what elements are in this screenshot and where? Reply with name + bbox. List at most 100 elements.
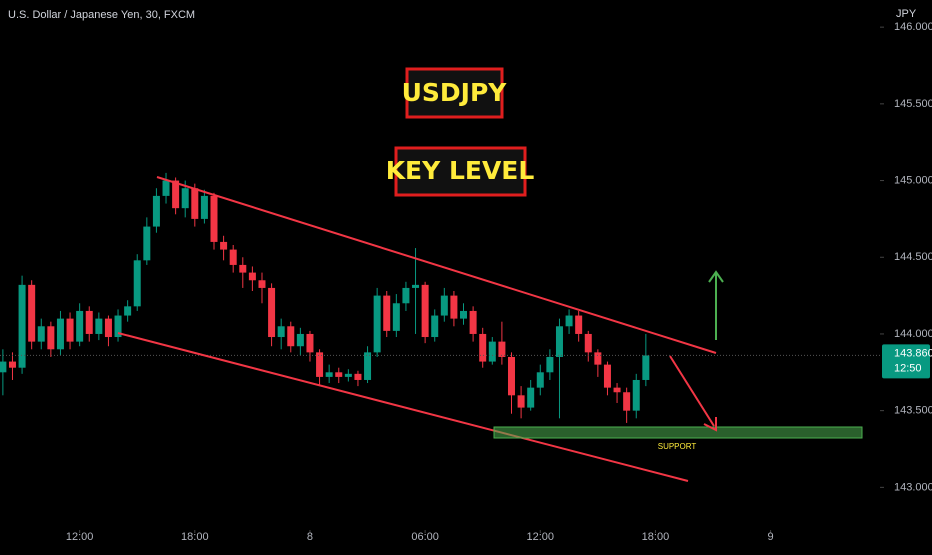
candle-body <box>460 310 468 319</box>
plot: 143.000 143.500 144.000 144.500 145.000 145.5… <box>0 21 932 543</box>
candle-body <box>200 195 208 219</box>
up-arrow-head <box>708 270 724 283</box>
candle-body <box>8 361 16 368</box>
candle-body <box>392 303 400 331</box>
candle-body <box>124 306 132 316</box>
candle-body <box>603 364 611 388</box>
candle-body <box>584 333 592 353</box>
candle-body <box>623 392 631 411</box>
candle-body <box>66 318 74 342</box>
candle-body <box>354 373 362 380</box>
currency-label: JPY <box>896 8 917 20</box>
y-tick-label: 143.500 <box>894 405 932 417</box>
candle-body <box>613 387 621 393</box>
candle-body <box>85 310 93 334</box>
y-tick-label: 145.000 <box>894 174 932 186</box>
candle-body <box>555 326 563 357</box>
candle-body <box>18 284 26 368</box>
candle-body <box>364 352 372 380</box>
y-tick-label: 143.000 <box>894 481 932 493</box>
candle-body <box>239 264 247 273</box>
y-tick-label: 145.500 <box>894 98 932 110</box>
down-arrow-head <box>703 417 717 432</box>
candle-body <box>152 195 160 227</box>
candle-body <box>133 260 141 307</box>
candle-body <box>507 356 515 396</box>
candle-body <box>575 315 583 334</box>
channel-top <box>156 176 717 354</box>
candle-body <box>76 310 84 342</box>
candle-body <box>469 310 477 334</box>
candle-body <box>248 272 256 281</box>
candle-body <box>421 284 429 338</box>
candle-body <box>488 341 496 362</box>
candle-body <box>37 326 45 342</box>
candle-body <box>0 361 7 373</box>
candle-body <box>162 180 170 196</box>
candle-body <box>412 284 420 288</box>
x-tick-label: 18:00 <box>181 531 209 543</box>
candle-body <box>517 395 525 408</box>
countdown-label: 12:50 <box>894 362 922 374</box>
candle-body <box>316 352 324 377</box>
candle-body <box>642 355 650 380</box>
candle-body <box>181 188 189 209</box>
candle-body <box>527 387 535 408</box>
candle-body <box>440 295 448 316</box>
x-tick-label: 8 <box>307 531 313 543</box>
key-level-annotation: KEY LEVEL <box>386 156 535 185</box>
last-price-box <box>882 344 930 379</box>
candle-body <box>191 188 199 219</box>
candle-body <box>594 352 602 365</box>
candle-body <box>210 195 218 242</box>
candle-body <box>296 333 304 347</box>
y-tick-label: 146.000 <box>894 21 932 33</box>
candle-body <box>335 372 343 377</box>
candle-body <box>56 318 64 350</box>
candle-body <box>104 318 112 338</box>
candle-body <box>287 326 295 347</box>
down-arrow <box>669 355 715 427</box>
candle-body <box>172 180 180 209</box>
chart-title: U.S. Dollar / Japanese Yen, 30, FXCM <box>8 9 195 21</box>
x-tick-label: 18:00 <box>642 531 670 543</box>
candle-body <box>536 372 544 388</box>
candle-body <box>373 295 381 353</box>
candle-body <box>431 315 439 338</box>
support-label: SUPPORT <box>658 442 697 451</box>
candle-body <box>344 373 352 377</box>
candle-body <box>383 295 391 331</box>
support-zone <box>493 426 863 439</box>
candle-body <box>632 379 640 411</box>
symbol-annotation: USDJPY <box>402 78 508 107</box>
candle-body <box>498 341 506 357</box>
candle-body <box>28 284 36 342</box>
candle-body <box>220 241 228 250</box>
candle-body <box>229 249 237 265</box>
candle-body <box>47 326 55 350</box>
candle-body <box>546 356 554 373</box>
candle-body <box>268 287 276 338</box>
x-tick-label: 12:00 <box>66 531 94 543</box>
candle-body <box>114 315 122 338</box>
candle-body <box>258 280 266 288</box>
last-price-label: 143.860 <box>894 347 932 359</box>
candle-body <box>450 295 458 319</box>
x-tick-label: 12:00 <box>527 531 555 543</box>
channel-bottom <box>117 332 689 482</box>
candle-body <box>143 226 151 261</box>
candle-body <box>95 318 103 334</box>
x-tick-label: 9 <box>768 531 774 543</box>
symbol-box <box>405 67 504 119</box>
candle-body <box>479 333 487 362</box>
y-tick-label: 144.500 <box>894 251 932 263</box>
y-tick-label: 144.000 <box>894 328 932 340</box>
x-tick-label: 06:00 <box>411 531 439 543</box>
candle-body <box>325 372 333 377</box>
candle-body <box>306 333 314 353</box>
key-level-box <box>394 146 527 197</box>
candle-body <box>277 326 285 338</box>
candle-body <box>565 315 573 327</box>
candle-body <box>402 287 410 304</box>
